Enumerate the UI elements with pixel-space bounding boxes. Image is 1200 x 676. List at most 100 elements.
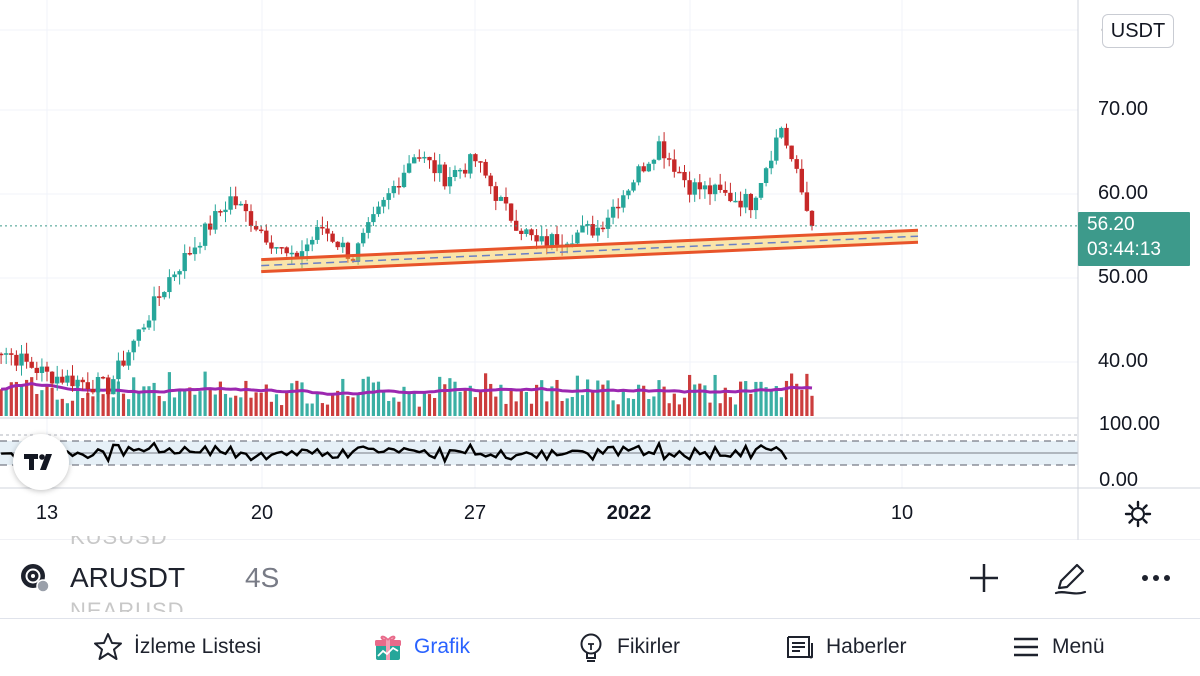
volume-bar bbox=[718, 403, 722, 416]
candle-body bbox=[427, 156, 432, 161]
tradingview-logo[interactable] bbox=[13, 434, 69, 490]
volume-bar bbox=[167, 372, 171, 416]
candle-body bbox=[320, 226, 325, 229]
candle-body bbox=[172, 274, 177, 278]
oscillator-tick-label: 100.00 bbox=[1098, 413, 1160, 435]
volume-bar bbox=[25, 379, 29, 416]
date-axis-label: 20 bbox=[250, 502, 274, 524]
candle-body bbox=[789, 145, 794, 160]
volume-bar bbox=[132, 377, 136, 416]
candle-body bbox=[355, 243, 361, 262]
volume-bar bbox=[382, 391, 386, 416]
volume-bar bbox=[509, 389, 513, 416]
volume-bar bbox=[473, 397, 477, 416]
candle-body bbox=[452, 170, 458, 177]
candle-body bbox=[121, 360, 126, 366]
candle-body bbox=[621, 195, 626, 208]
candle-body bbox=[539, 236, 544, 242]
volume-bar bbox=[106, 383, 110, 416]
volume-bar bbox=[458, 391, 462, 416]
settings-gear-icon[interactable] bbox=[1124, 500, 1152, 528]
candle-body bbox=[60, 376, 65, 383]
candle-body bbox=[335, 241, 340, 248]
volume-bar bbox=[586, 379, 590, 416]
candle-body bbox=[437, 164, 442, 174]
volume-bar bbox=[178, 388, 182, 416]
volume-bar bbox=[427, 394, 432, 416]
candle-body bbox=[595, 227, 600, 236]
volume-bar bbox=[14, 381, 18, 416]
volume-bar bbox=[606, 380, 610, 416]
candle-body bbox=[0, 353, 4, 356]
candle-body bbox=[733, 200, 738, 203]
volume-bar bbox=[540, 380, 544, 416]
candle-body bbox=[233, 196, 238, 206]
volume-bar bbox=[229, 397, 233, 416]
candle-body bbox=[70, 375, 75, 387]
candle-body bbox=[151, 296, 157, 321]
volume-bar bbox=[672, 393, 676, 416]
candle-body bbox=[457, 169, 463, 172]
drawing-pen-icon[interactable] bbox=[1052, 560, 1088, 596]
volume-bar bbox=[402, 386, 406, 416]
volume-bar bbox=[244, 380, 248, 416]
candle-body bbox=[554, 234, 560, 245]
nav-watchlist[interactable]: İzleme Listesi bbox=[92, 629, 261, 665]
volume-bar bbox=[137, 393, 141, 416]
chart-grid bbox=[0, 0, 1078, 488]
candle-body bbox=[330, 233, 335, 242]
candle-body bbox=[763, 168, 769, 183]
candle-body bbox=[508, 203, 514, 221]
candle-body bbox=[503, 196, 509, 204]
volume-bar bbox=[55, 399, 59, 416]
volume-bar bbox=[101, 394, 105, 416]
nav-watchlist-label: İzleme Listesi bbox=[134, 635, 262, 658]
candle-body bbox=[126, 352, 131, 366]
candle-body bbox=[636, 166, 641, 183]
add-icon[interactable] bbox=[966, 560, 1002, 596]
volume-bar bbox=[259, 392, 263, 416]
chart-axes bbox=[0, 0, 1200, 540]
volume-bar bbox=[438, 376, 442, 416]
nav-chart-label: Grafik bbox=[414, 635, 471, 658]
nav-news[interactable]: Haberler bbox=[784, 629, 907, 665]
volume-bar bbox=[494, 396, 498, 416]
candle-body bbox=[304, 244, 310, 252]
price-tick-label: 40.00 bbox=[1097, 350, 1148, 372]
nav-chart[interactable]: Grafik bbox=[372, 629, 470, 665]
candle-body bbox=[809, 210, 815, 226]
candle-body bbox=[529, 229, 534, 236]
support-trendline[interactable] bbox=[261, 228, 919, 274]
more-options-icon[interactable] bbox=[1138, 560, 1174, 596]
candle-body bbox=[753, 197, 759, 211]
volume-bar bbox=[40, 390, 44, 416]
candle-body bbox=[218, 211, 223, 213]
candle-body bbox=[646, 163, 651, 172]
candle-body bbox=[269, 242, 274, 249]
nav-menu[interactable]: Menü bbox=[1010, 629, 1105, 665]
volume-bar bbox=[285, 392, 289, 416]
candle-body bbox=[75, 379, 80, 387]
volume-bar bbox=[448, 378, 452, 416]
candle-body bbox=[34, 367, 39, 373]
volume-bar bbox=[657, 380, 661, 416]
nav-menu-label: Menü bbox=[1052, 635, 1105, 658]
candle-body bbox=[432, 160, 437, 174]
candle-body bbox=[39, 366, 45, 373]
candle-body bbox=[422, 156, 427, 159]
symbol-name[interactable]: ARUSDT bbox=[70, 562, 186, 593]
volume-bar bbox=[193, 394, 197, 416]
candle-body bbox=[141, 327, 147, 330]
currency-unit-button[interactable]: USDT bbox=[1102, 14, 1174, 48]
candle-body bbox=[238, 203, 243, 206]
volume-bar bbox=[433, 397, 437, 416]
price-chart[interactable] bbox=[0, 0, 1200, 540]
volume-bar bbox=[514, 401, 518, 416]
timeframe[interactable]: 4S bbox=[245, 562, 280, 593]
volume-bar bbox=[412, 391, 416, 416]
volume-bar bbox=[728, 397, 732, 416]
nav-ideas[interactable]: Fikirler bbox=[575, 629, 680, 665]
candle-body bbox=[682, 172, 687, 181]
volume-bar bbox=[596, 380, 600, 416]
volume-bar bbox=[111, 397, 115, 416]
